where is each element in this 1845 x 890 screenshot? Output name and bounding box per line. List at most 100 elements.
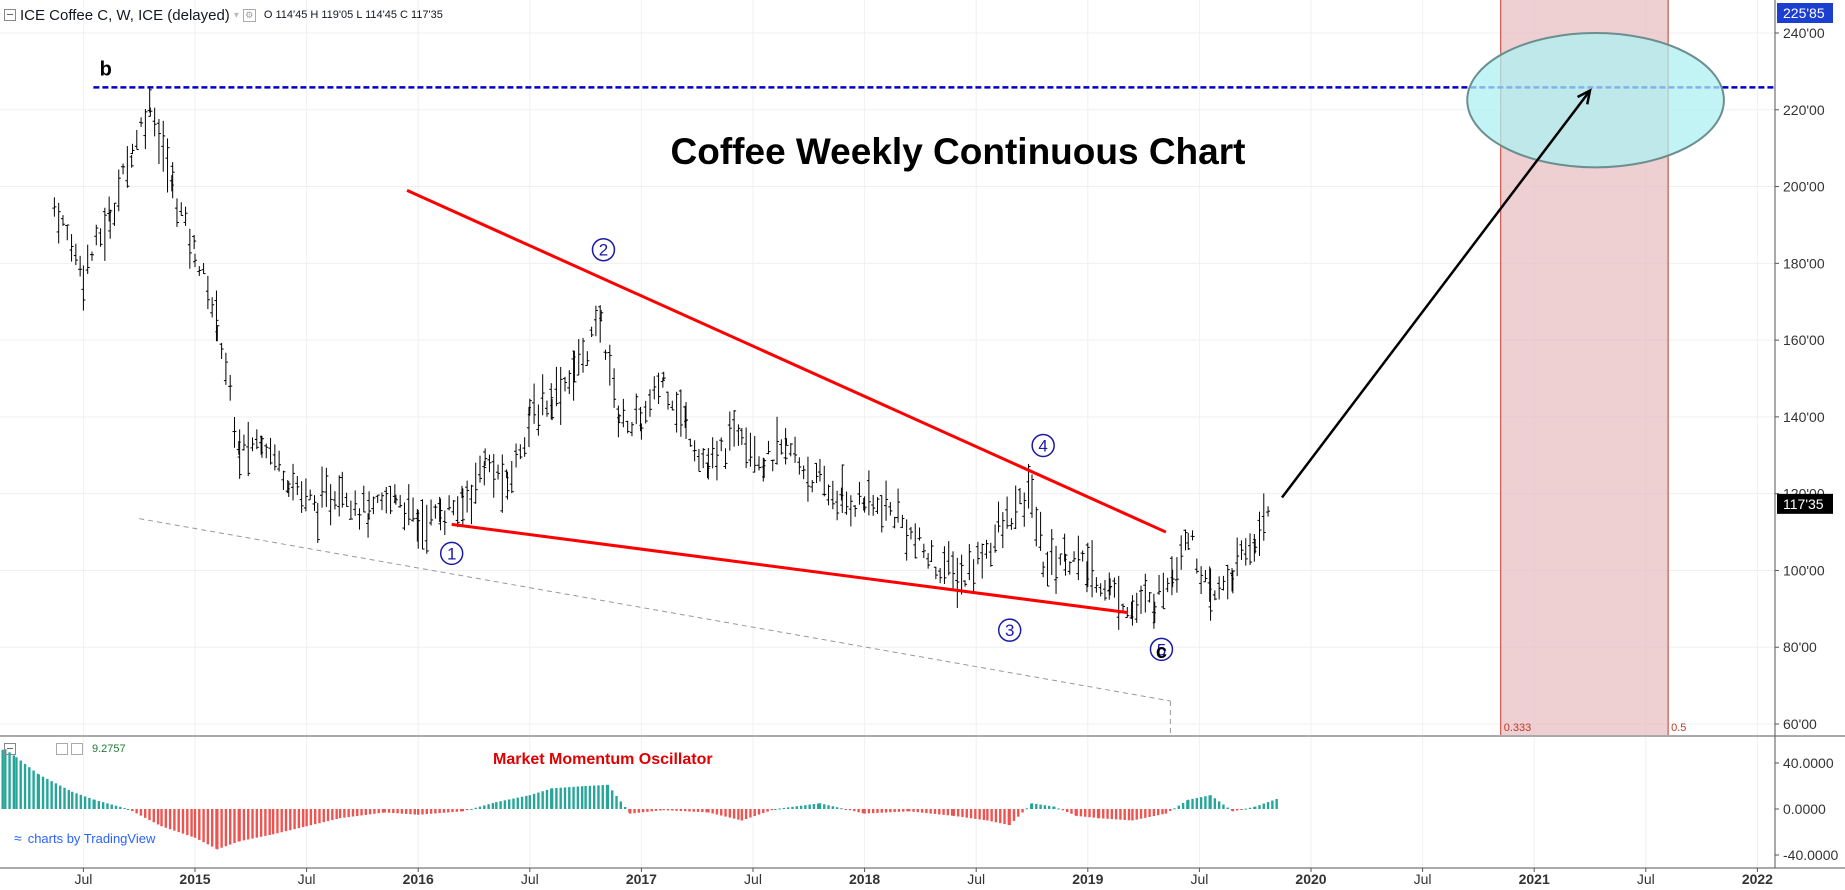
oscillator-bar — [786, 807, 790, 809]
oscillator-bar — [728, 809, 732, 818]
oscillator-bar — [650, 809, 653, 812]
oscillator-bar — [293, 809, 296, 830]
oscillator-title: Market Momentum Oscillator — [493, 751, 713, 768]
oscillator-bar — [884, 809, 888, 813]
chart-title: Coffee Weekly Continuous Chart — [671, 131, 1246, 172]
oscillator-bar — [555, 788, 558, 809]
time-axis-label: Jul — [1414, 871, 1432, 887]
oscillator-bar — [381, 809, 385, 813]
oscillator-bar — [965, 809, 968, 818]
oscillator-bar — [749, 809, 752, 818]
oscillator-bar — [597, 785, 600, 809]
oscillator-bar — [893, 809, 896, 813]
oscillator-bar — [373, 809, 376, 814]
tradingview-watermark[interactable]: ≈ charts by TradingView — [14, 830, 155, 846]
oscillator-bar — [268, 809, 271, 836]
oscillator-bar — [12, 755, 16, 809]
oscillator-bar — [857, 809, 860, 813]
oscillator-bar — [1084, 809, 1087, 817]
indicator-settings-icon[interactable] — [56, 743, 68, 755]
oscillator-bar — [823, 804, 826, 809]
oscillator-bar — [23, 763, 27, 809]
symbol-title[interactable]: ICE Coffee C, W, ICE (delayed) — [20, 6, 230, 24]
oscillator-bar — [1043, 805, 1047, 809]
oscillator-bar — [1061, 809, 1065, 811]
wave-label-circle — [997, 618, 1022, 642]
oscillator-bar — [938, 809, 941, 815]
oscillator-bar — [322, 809, 325, 823]
oscillator-bar — [425, 809, 428, 815]
dropdown-icon[interactable]: ▾ — [233, 9, 239, 21]
oscillator-bar — [1271, 800, 1274, 809]
indicator-header: 9.2757 — [4, 742, 126, 756]
oscillator-bar — [902, 809, 905, 812]
indicator-toggle-icon[interactable] — [4, 743, 16, 755]
wedge-trendline — [406, 189, 1167, 534]
oscillator-bar — [1169, 809, 1172, 811]
indicator-value: 9.2757 — [92, 743, 126, 755]
oscillator-bar — [224, 809, 228, 847]
oscillator-bar — [720, 809, 723, 816]
oscillator-bar — [1164, 809, 1168, 814]
oscillator-bar — [106, 803, 109, 809]
oscillator-bar — [1187, 799, 1190, 809]
wave-label-text: 2 — [599, 241, 608, 260]
oscillator-bar — [1131, 809, 1134, 821]
wave-label-circle — [1031, 433, 1055, 458]
oscillator-bar — [478, 806, 482, 809]
oscillator-bar — [679, 809, 683, 812]
oscillator-bar — [799, 805, 803, 809]
oscillator-bar — [1123, 809, 1126, 820]
settings-icon[interactable]: ⚙ — [242, 8, 256, 22]
oscillator-bar — [559, 787, 562, 809]
oscillator-bar — [844, 809, 847, 810]
oscillator-bar — [503, 800, 507, 809]
wave-label-text: 5 — [1157, 640, 1166, 659]
oscillator-bar — [778, 808, 781, 810]
watermark-text: charts by TradingView — [27, 830, 156, 846]
oscillator-bar — [148, 809, 151, 821]
oscillator-bar — [692, 809, 695, 812]
oscillator-bar — [4, 749, 7, 809]
fib-zone-label: 0.5 — [1671, 722, 1686, 734]
oscillator-bar — [999, 809, 1002, 824]
oscillator-bar — [255, 809, 259, 838]
oscillator-bar — [512, 798, 515, 809]
oscillator-bar — [387, 809, 391, 813]
oscillator-bar — [1075, 809, 1078, 816]
oscillator-bar — [465, 809, 469, 811]
oscillator-bar — [71, 791, 74, 809]
oscillator-bar — [459, 809, 463, 812]
oscillator-axis-label: 40.0000 — [1783, 755, 1834, 771]
oscillator-bar — [675, 809, 678, 811]
oscillator-bar — [563, 787, 567, 809]
oscillator-bar — [499, 801, 502, 809]
oscillator-bar — [1275, 798, 1278, 809]
oscillator-bar — [400, 809, 404, 814]
time-axis-label: 2016 — [403, 871, 434, 887]
oscillator-bar — [933, 809, 937, 814]
oscillator-bar — [434, 809, 437, 814]
time-axis-label: 2018 — [849, 871, 880, 887]
collapse-icon[interactable] — [4, 9, 16, 21]
oscillator-bar — [990, 809, 993, 822]
oscillator-bar — [177, 809, 180, 833]
indicator-close-icon[interactable] — [71, 743, 83, 755]
oscillator-bar — [392, 809, 395, 814]
oscillator-bar — [588, 785, 592, 809]
oscillator-bar — [1209, 795, 1212, 809]
oscillator-bar — [404, 809, 408, 814]
oscillator-bar — [520, 796, 524, 809]
oscillator-bar — [601, 785, 604, 809]
oscillator-bar — [160, 809, 163, 827]
oscillator-bar — [507, 799, 511, 809]
oscillator-bar — [438, 809, 441, 814]
time-axis-label: 2021 — [1519, 871, 1550, 887]
oscillator-bar — [101, 802, 105, 809]
oscillator-bar — [580, 786, 584, 809]
oscillator-bar — [1231, 809, 1235, 812]
oscillator-bar — [889, 809, 892, 813]
oscillator-bar — [409, 809, 412, 815]
time-axis-label: Jul — [298, 871, 316, 887]
